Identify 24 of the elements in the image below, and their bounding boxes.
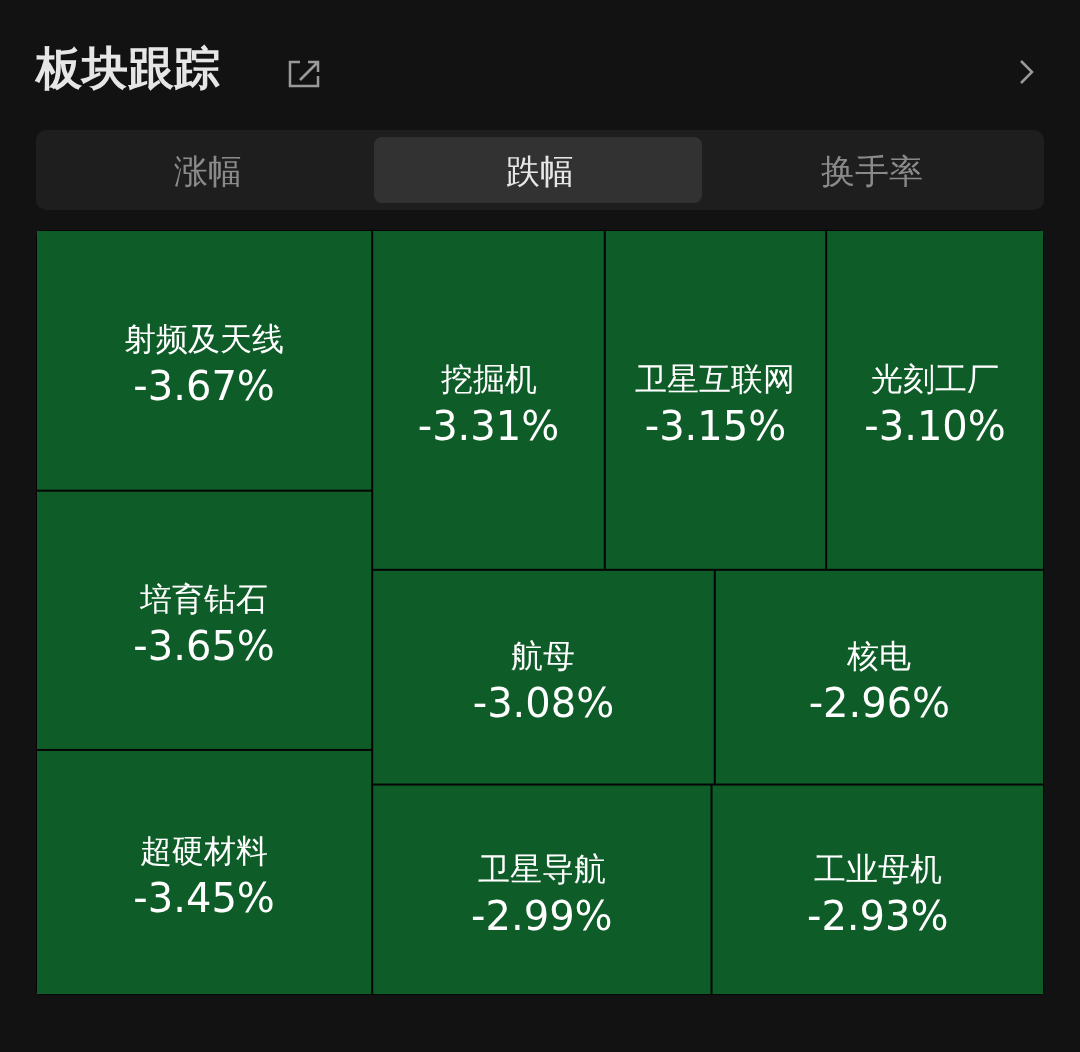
data-label: -3.67%: [133, 363, 275, 410]
category-label: 培育钻石: [139, 580, 269, 619]
data-label: -2.99%: [471, 892, 613, 939]
category-label: 核电: [846, 637, 912, 676]
text: 板块跟踪: [34, 41, 220, 95]
text: 跌幅: [506, 151, 574, 191]
category-label: 卫星互联网: [635, 359, 796, 398]
data-label: -3.45%: [133, 875, 275, 922]
category-label: 挖掘机: [440, 359, 537, 398]
category-label: 光刻工厂: [871, 359, 1000, 398]
category-label: 航母: [511, 637, 576, 676]
category-label: 卫星导航: [477, 849, 606, 888]
data-label: -3.31%: [417, 402, 560, 449]
data-label: -3.10%: [864, 402, 1006, 449]
category-label: 射频及天线: [124, 320, 285, 359]
category-label: 工业母机: [813, 849, 942, 888]
data-label: -2.96%: [808, 680, 951, 727]
text: 涨幅: [174, 151, 242, 191]
data-label: -3.08%: [472, 680, 615, 727]
data-label: -3.15%: [644, 402, 787, 449]
data-label: -3.65%: [133, 623, 275, 670]
category-label: 超硬材料: [140, 832, 269, 871]
text: 换手率: [821, 151, 923, 191]
data-label: -2.93%: [807, 892, 949, 939]
